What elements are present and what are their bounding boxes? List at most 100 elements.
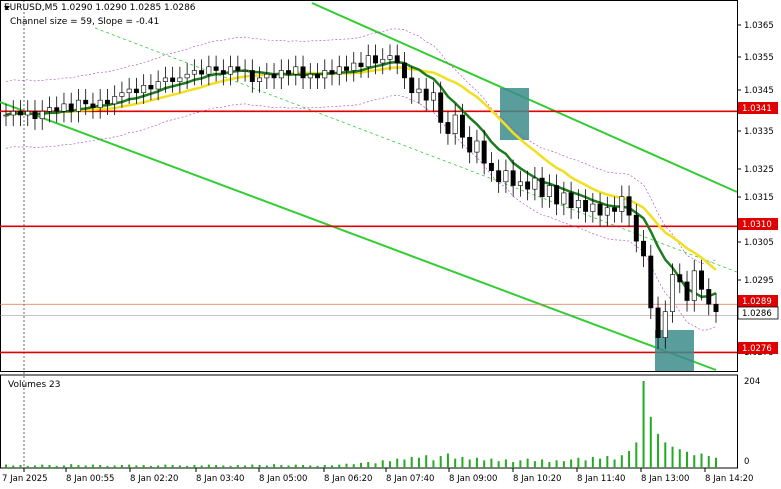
candle-body [503, 170, 509, 183]
chart-symbol-line: EURUSD,M5 1.0290 1.0290 1.0285 1.0286 [4, 3, 196, 13]
candle-body [481, 140, 487, 164]
time-tick-label: 8 Jan 07:40 [386, 474, 434, 484]
candle-body [575, 200, 581, 209]
candle-body [322, 70, 328, 79]
candle-body [626, 196, 632, 216]
candle-body [445, 122, 451, 134]
candle-body [648, 255, 654, 309]
candle-body [235, 66, 241, 71]
candle-body [104, 99, 110, 105]
indicator-info-line: Channel size = 59, Slope = -0.41 [10, 17, 160, 27]
price-tag-label: 1.0289 [742, 297, 772, 307]
candle-body [199, 70, 205, 75]
candle-body [162, 77, 168, 82]
price-tag-label: 1.0286 [742, 309, 772, 319]
candle-body [278, 70, 284, 79]
time-tick-label: 8 Jan 00:55 [66, 474, 114, 484]
candle-body [387, 55, 393, 60]
candle-body [539, 177, 545, 197]
candle-body [358, 62, 364, 68]
candle-body [3, 114, 9, 117]
candle-body [300, 66, 306, 79]
candle-body [568, 192, 574, 209]
candle-body [670, 274, 676, 312]
volume-tick-label: 0 [744, 457, 749, 467]
candle-body [344, 66, 349, 71]
candle-body [191, 70, 197, 75]
price-tick-label: 1.0335 [744, 127, 774, 137]
candle-body [677, 274, 683, 283]
candle-body [97, 99, 103, 108]
symbol-menu-icon [4, 6, 10, 10]
candle-body [220, 70, 226, 75]
candle-body [141, 85, 147, 94]
price-tick-label: 1.0295 [744, 276, 774, 286]
candle-body [257, 77, 263, 82]
candle-body [691, 270, 697, 301]
candle-body [315, 73, 321, 79]
time-tick-label: 8 Jan 13:00 [641, 474, 689, 484]
envelope-upper [5, 28, 717, 264]
price-tick-label: 1.0365 [744, 21, 774, 31]
price-tag [738, 218, 778, 230]
candle-body [68, 103, 74, 112]
candle-body [83, 99, 89, 105]
candle-body [307, 73, 313, 79]
candle-body [684, 281, 690, 301]
candle-body [612, 207, 618, 212]
candle-body [18, 111, 23, 116]
candle-body [148, 85, 154, 90]
candle-body [430, 92, 436, 101]
candle-body [242, 70, 248, 72]
envelope-lower [5, 95, 717, 331]
candle-body [119, 92, 125, 97]
candle-body [496, 170, 502, 183]
candle-body [46, 107, 52, 112]
candle-body [401, 62, 407, 79]
price-tag [738, 295, 778, 307]
candle-body [590, 203, 596, 212]
price-tag-label: 1.0341 [742, 104, 772, 114]
price-tick-label: 1.0325 [744, 165, 774, 175]
candle-body [249, 70, 255, 82]
candle-body [409, 77, 415, 94]
price-panel-frame [0, 0, 738, 372]
candle-body [133, 88, 139, 94]
candle-body [228, 66, 234, 75]
candle-body [467, 136, 473, 153]
price-tick-label: 1.0355 [744, 53, 774, 63]
candle-body [474, 140, 480, 153]
candle-body [75, 99, 81, 112]
time-tick-label: 8 Jan 05:00 [259, 474, 307, 484]
candle-body [380, 59, 386, 64]
time-tick-label: 8 Jan 11:40 [577, 474, 625, 484]
channel-lower-line [0, 101, 717, 371]
candle-body [604, 207, 610, 216]
candle-body [561, 192, 567, 205]
candle-body [54, 107, 60, 112]
price-tick-label: 1.0345 [744, 86, 774, 96]
candle-body [394, 55, 400, 64]
candle-body [583, 200, 589, 212]
price-tag [737, 306, 779, 320]
candle-body [373, 55, 378, 64]
price-tick-label: 1.0315 [744, 193, 774, 203]
candle-body [699, 270, 704, 290]
candle-body [10, 111, 16, 116]
candle-body [597, 203, 603, 216]
candle-body [525, 181, 531, 190]
candle-body [488, 162, 494, 171]
candle-body [365, 55, 371, 68]
time-tick-label: 8 Jan 06:20 [324, 474, 372, 484]
time-tick-label: 8 Jan 03:40 [196, 474, 244, 484]
candle-body [90, 103, 96, 108]
price-tag [738, 102, 778, 114]
candle-body [532, 177, 538, 190]
candle-body [271, 73, 277, 79]
candle-body [213, 66, 219, 71]
candle-body [619, 196, 625, 212]
time-tick-label: 8 Jan 09:00 [449, 474, 497, 484]
candle-body [706, 289, 712, 305]
